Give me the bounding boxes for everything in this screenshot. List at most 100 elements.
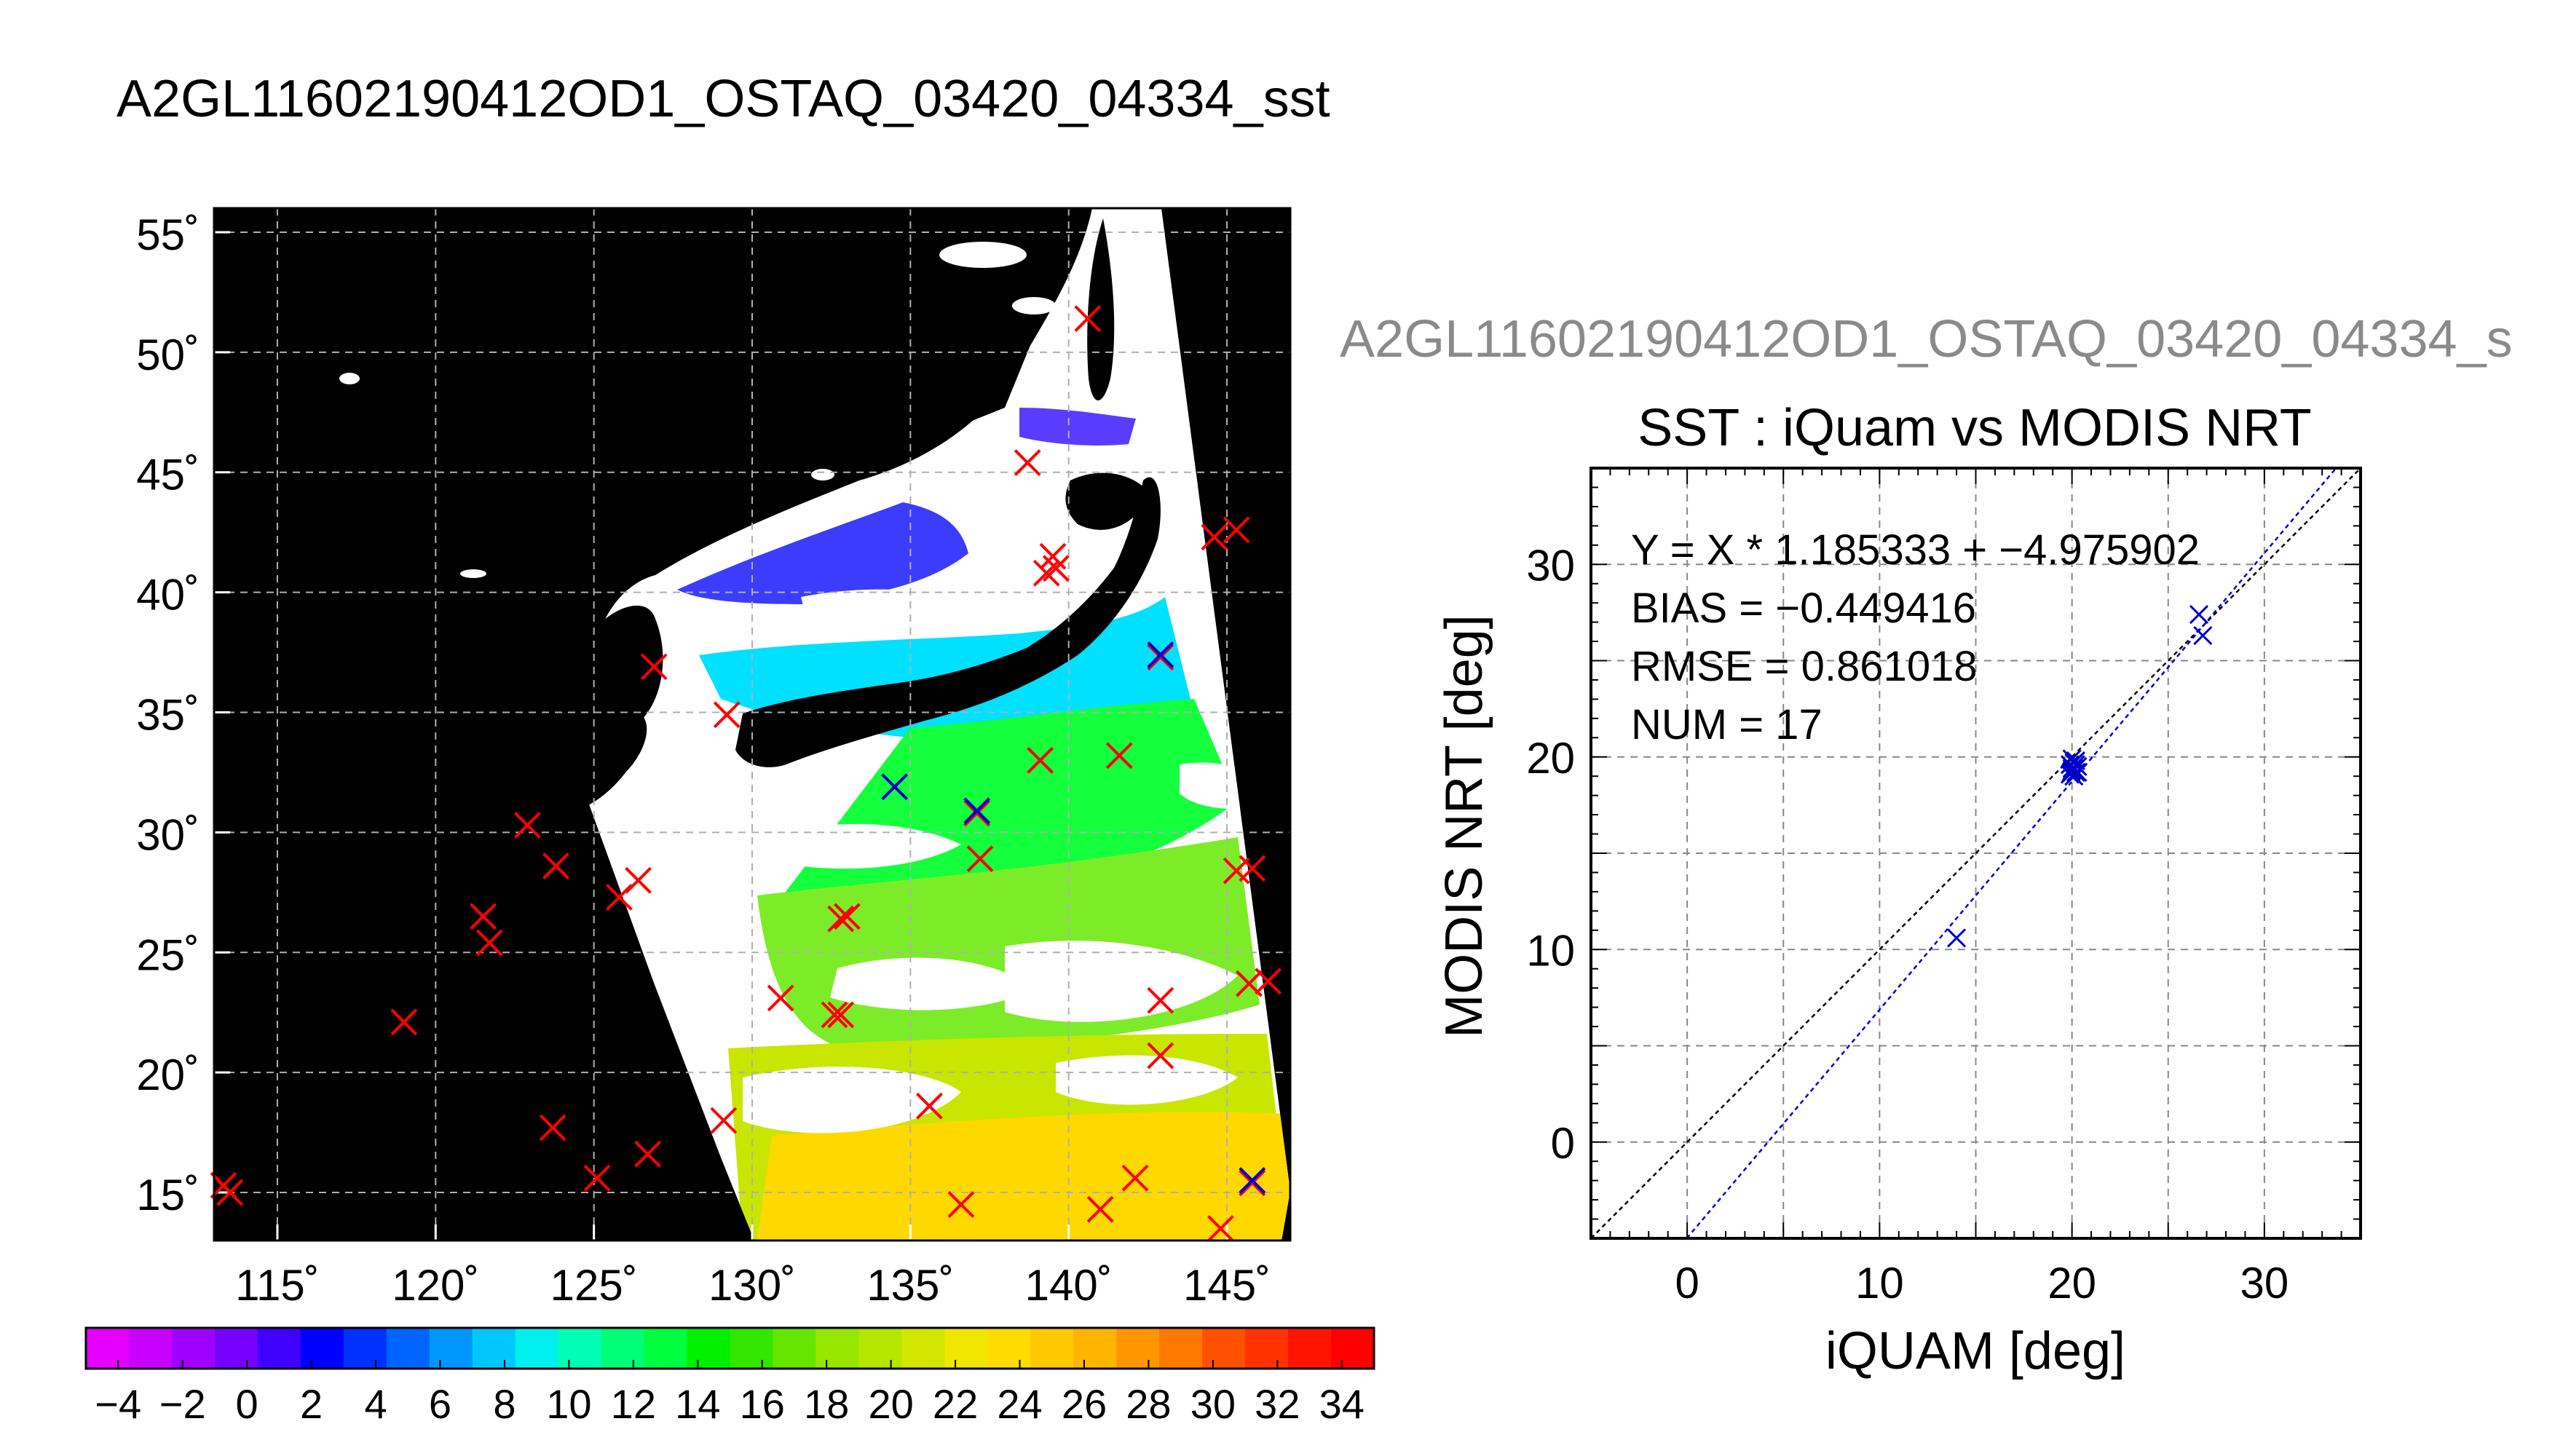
map-marker-red (947, 1191, 975, 1218)
map-marker-red (513, 812, 541, 839)
cloud-patch (1005, 941, 1238, 1022)
map-marker-red (1014, 449, 1041, 476)
map-marker-red-stroke (625, 866, 652, 894)
map-marker-red (1255, 968, 1282, 995)
colorbar-swatch (816, 1328, 859, 1369)
map-lat-label: 20˚ (136, 1051, 200, 1099)
map-marker-red-stroke (1147, 1042, 1174, 1069)
scatter-point-stroke (1947, 928, 1967, 948)
cloud-speck (811, 469, 834, 480)
map-marker-blue (881, 773, 909, 801)
map-marker-red-stroke (216, 1179, 244, 1206)
sst-field-tropical (757, 1112, 1290, 1241)
scatter-point (2066, 751, 2085, 771)
map-marker-red-stroke (1239, 1169, 1266, 1197)
colorbar-swatch (1159, 1328, 1203, 1369)
scatter-point (2061, 762, 2081, 782)
scatter-y-tick-label: 30 (1526, 541, 1575, 590)
map-lat-labels: 55˚ 50˚ 45˚ 40˚ 35˚ 30˚ 25˚ 20˚ 15˚ (136, 210, 200, 1219)
map-marker-red (833, 903, 861, 930)
page-title: A2GL11602190412OD1_OSTAQ_03420_04334_sst (117, 70, 1330, 128)
colorbar-swatch (687, 1328, 730, 1369)
map-marker-red (640, 653, 668, 681)
map-marker-red (827, 905, 855, 933)
scatter-ticks: 0 10 20 30 0 10 20 30 (1526, 467, 2361, 1307)
colorbar-swatch (1073, 1328, 1117, 1369)
map-lat-label: 40˚ (136, 571, 200, 620)
sst-map: 55˚ 50˚ 45˚ 40˚ 35˚ 30˚ 25˚ 20˚ 15˚ 115˚ 120˚ 125˚… (84, 207, 1375, 1427)
map-marker-red (1105, 742, 1133, 769)
map-marker-red-stroke (606, 884, 633, 911)
scatter-point (2189, 604, 2209, 625)
colorbar-label: 30 (1190, 1381, 1236, 1427)
map-marker-red (710, 1107, 738, 1134)
map-marker-red-stroke (963, 799, 991, 827)
map-marker-red-stroke (513, 812, 541, 839)
scatter-y-tick-label: 20 (1526, 734, 1575, 783)
colorbar-label: 14 (675, 1381, 720, 1427)
map-marker-red-stroke (947, 1191, 975, 1218)
map-marker-red (1027, 747, 1054, 774)
colorbar-swatch (1331, 1328, 1375, 1369)
map-marker-red-stroke (1255, 968, 1282, 995)
map-marker-red-stroke (1027, 747, 1054, 774)
colorbar-swatch (558, 1328, 602, 1369)
map-marker-red (1042, 555, 1070, 582)
map-marker-red (916, 1092, 943, 1120)
colorbar-swatch (386, 1328, 430, 1369)
colorbar-label: 32 (1255, 1381, 1300, 1427)
scatter-x-tick-label: 30 (2240, 1259, 2289, 1307)
cloud-speck (1012, 297, 1056, 314)
map-lat-label: 25˚ (136, 930, 200, 979)
map-marker-blue (1147, 641, 1174, 668)
colorbar-label: 4 (364, 1381, 387, 1427)
colorbar-swatch (86, 1328, 130, 1369)
colorbar-swatch (1116, 1328, 1160, 1369)
map-marker-red (767, 984, 794, 1012)
scatter-points (1947, 604, 2213, 948)
map-marker-red-stroke (1121, 1164, 1149, 1192)
map-marker-red-stroke (1239, 855, 1266, 882)
map-marker-red-stroke (542, 852, 569, 879)
map-marker-red (216, 1179, 244, 1206)
map-marker-red (1147, 644, 1174, 671)
cloud-patch (743, 1067, 961, 1133)
map-lon-label: 145˚ (1183, 1261, 1271, 1310)
map-lon-label: 140˚ (1025, 1261, 1113, 1310)
scatter-x-tick-label: 10 (1855, 1259, 1904, 1307)
colorbar-frame (84, 1326, 1375, 1370)
map-marker-red (1074, 305, 1102, 333)
colorbar-swatch (987, 1328, 1031, 1369)
map-marker-red-stroke (821, 1001, 848, 1029)
map-marker-red-stroke (1086, 1195, 1114, 1223)
map-lat-label: 50˚ (136, 331, 200, 379)
scatter-annotation: RMSE = 0.861018 (1631, 643, 1978, 690)
scatter-point (2193, 626, 2213, 646)
map-lon-labels: 115˚ 120˚ 125˚ 130˚ 135˚ 140˚ 145˚ (235, 1261, 1271, 1310)
map-marker-red-stroke (1147, 986, 1174, 1014)
map-marker-red (827, 1001, 855, 1029)
cloud-patch (801, 589, 1012, 634)
map-marker-red-stroke (966, 845, 994, 873)
map-marker-red (1207, 1215, 1234, 1242)
scatter-annotations: Y = X * 1.185333 + −4.975902 BIAS = −0.44… (1631, 526, 2200, 748)
map-marker-red-stroke (1074, 305, 1102, 333)
map-marker-blue-stroke (1239, 1167, 1266, 1194)
map-lat-label: 15˚ (136, 1171, 200, 1219)
colorbar-swatch (944, 1328, 988, 1369)
colorbar-swatch (901, 1328, 945, 1369)
scatter-point-stroke (2066, 751, 2085, 771)
map-marker-red-stroke (640, 653, 668, 681)
map-marker-red-stroke (710, 1107, 738, 1134)
colorbar-label: 28 (1126, 1381, 1171, 1427)
map-marker-red (821, 1001, 848, 1029)
map-lon-label: 115˚ (235, 1261, 320, 1310)
cloud-speck (339, 373, 360, 384)
map-marker-red-stroke (475, 929, 503, 957)
scatter-annotation: Y = X * 1.185333 + −4.975902 (1631, 526, 2200, 574)
land-korea (590, 605, 663, 723)
scatter-annotation: BIAS = −0.449416 (1631, 585, 1976, 632)
colorbar-label: 0 (236, 1381, 258, 1427)
colorbar-label: 34 (1319, 1381, 1365, 1427)
colorbar-label: 20 (868, 1381, 913, 1427)
